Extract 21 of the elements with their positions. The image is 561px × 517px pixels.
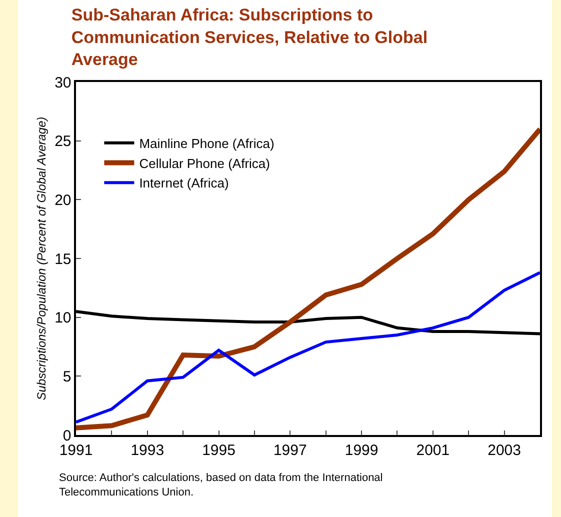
y-tick-label: 15	[54, 250, 72, 268]
x-tick-label: 2003	[488, 442, 521, 459]
y-tick-label: 30	[54, 74, 72, 92]
y-tick-label: 20	[54, 192, 72, 209]
y-tick-label: 25	[54, 133, 72, 150]
legend-label: Cellular Phone (Africa)	[139, 156, 270, 171]
legend-label: Mainline Phone (Africa)	[139, 136, 274, 151]
x-tick-label: 1991	[59, 442, 93, 459]
y-tick-label: 0	[62, 427, 72, 444]
x-tick-label: 1997	[273, 442, 307, 459]
x-tick-label: 2001	[416, 442, 450, 459]
x-tick-label: 1999	[344, 442, 378, 459]
line-series	[76, 271, 540, 424]
source-note: Source: Author's calculations, based on data from the International Telecommunications Union.	[59, 472, 383, 498]
x-tick-label: 1993	[130, 442, 164, 459]
chart-title: Sub-Saharan Africa: Subscriptions to Communication Services, Relative to Global Average	[71, 6, 428, 69]
y-axis-title: Subscriptions/Population (Percent of Global Average)	[34, 116, 48, 400]
x-tick-label: 1995	[202, 442, 236, 459]
y-tick-label: 10	[54, 310, 72, 327]
y-tick-label: 5	[62, 368, 72, 386]
legend-label: Internet (Africa)	[139, 176, 229, 191]
